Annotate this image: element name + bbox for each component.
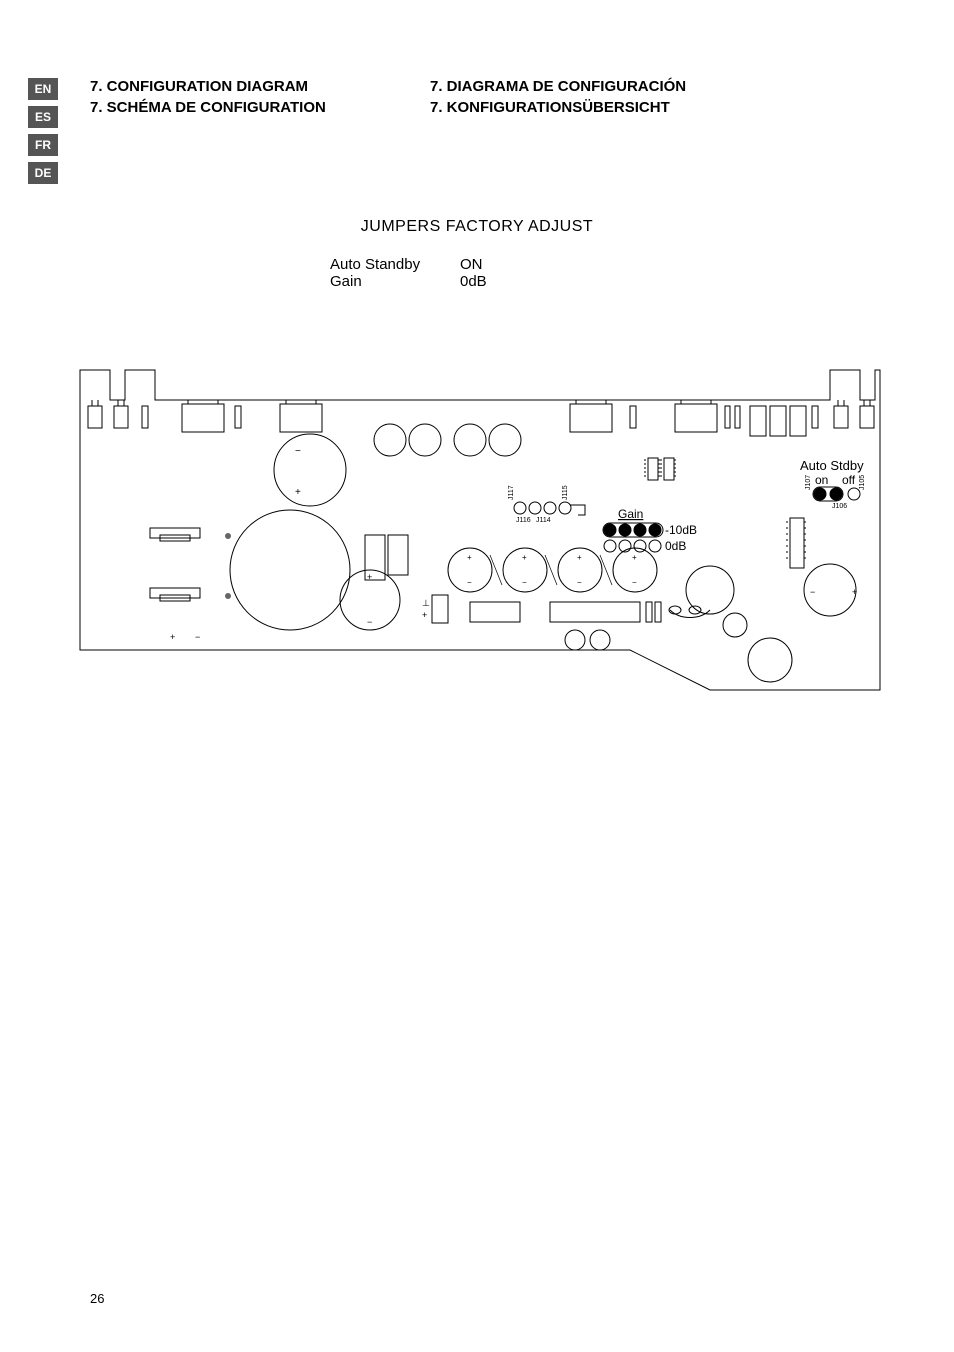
svg-text:−: − (367, 617, 372, 627)
svg-text:−: − (467, 578, 472, 587)
svg-text:+: + (577, 553, 582, 562)
label-j117: J117 (508, 485, 515, 500)
language-tabs: EN ES FR DE (28, 78, 58, 184)
section-title: JUMPERS FACTORY ADJUST (0, 218, 954, 236)
factory-val-auto-standby: ON (460, 256, 520, 273)
label-auto-stdby: Auto Stdby (800, 458, 864, 473)
svg-text:+: + (852, 587, 857, 597)
lang-tab-en: EN (28, 78, 58, 100)
pcb-diagram: − + J117 J115 J116 J114 Gain -10dB 0dB (70, 340, 890, 700)
svg-text:+: + (522, 553, 527, 562)
svg-text:−: − (632, 578, 637, 587)
svg-text:+: + (467, 553, 472, 562)
svg-text:−: − (810, 587, 815, 597)
heading-fr: 7. SCHÉMA DE CONFIGURATION (90, 99, 430, 116)
label-off: off (842, 473, 856, 487)
lang-tab-de: DE (28, 162, 58, 184)
svg-text:−: − (522, 578, 527, 587)
factory-key-auto-standby: Auto Standby (330, 256, 460, 273)
svg-text:−: − (295, 446, 301, 457)
label-j116: J116 (516, 517, 531, 524)
svg-text:+: + (295, 487, 301, 498)
factory-val-gain: 0dB (460, 273, 520, 290)
label-j107: J107 (805, 475, 812, 490)
svg-text:−: − (577, 578, 582, 587)
heading-de: 7. KONFIGURATIONSÜBERSICHT (430, 99, 894, 116)
svg-text:⊥: ⊥ (422, 598, 430, 608)
lang-tab-es: ES (28, 106, 58, 128)
heading-es: 7. DIAGRAMA DE CONFIGURACIÓN (430, 78, 894, 95)
factory-defaults-table: Auto Standby ON Gain 0dB (330, 256, 520, 290)
heading-en: 7. CONFIGURATION DIAGRAM (90, 78, 430, 95)
svg-text:−: − (195, 632, 200, 642)
label-j114: J114 (536, 517, 551, 524)
label-j106: J106 (832, 503, 847, 510)
svg-text:+: + (422, 610, 427, 620)
label-on: on (815, 473, 828, 487)
label-j105: J105 (859, 475, 866, 490)
label-0db: 0dB (665, 539, 686, 553)
page-number: 26 (90, 1291, 104, 1306)
svg-text:+: + (170, 632, 175, 642)
lang-tab-fr: FR (28, 134, 58, 156)
label-gain: Gain (618, 507, 643, 521)
svg-text:+: + (632, 553, 637, 562)
label-j115: J115 (562, 485, 569, 500)
factory-key-gain: Gain (330, 273, 460, 290)
label-minus10db: -10dB (665, 523, 697, 537)
section-headings: 7. CONFIGURATION DIAGRAM 7. DIAGRAMA DE … (90, 78, 894, 116)
